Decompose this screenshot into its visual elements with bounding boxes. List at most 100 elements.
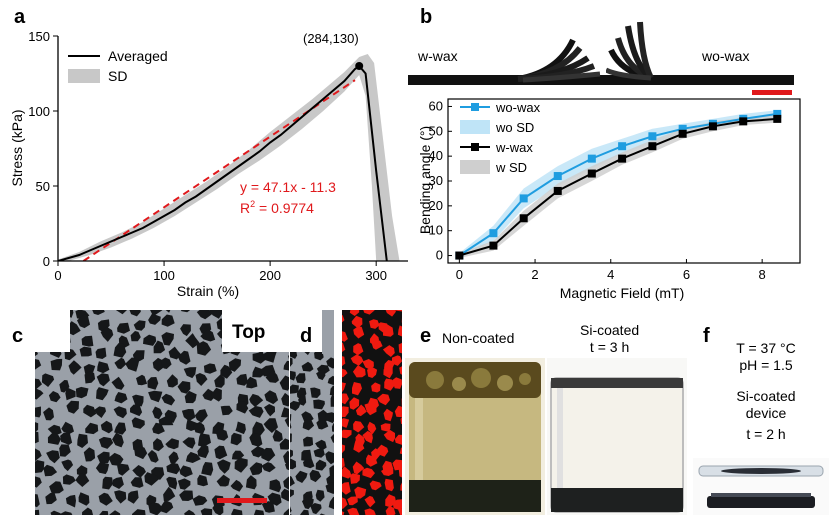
pore	[45, 492, 57, 505]
pore	[398, 465, 402, 478]
pore	[394, 434, 402, 445]
pore	[383, 408, 393, 422]
legend-wo-sd-label: wo SD	[495, 120, 534, 135]
pore	[288, 355, 289, 360]
pore	[328, 496, 334, 510]
pore	[62, 474, 76, 485]
pore	[168, 451, 179, 464]
pore	[102, 476, 114, 490]
pore	[316, 420, 329, 430]
pore	[92, 310, 105, 315]
pore	[203, 363, 217, 374]
x-axis-label-a: Strain (%)	[177, 283, 239, 299]
x-tick-label-b: 8	[759, 267, 766, 282]
pore	[371, 339, 383, 350]
pore	[252, 350, 266, 364]
pore	[393, 310, 402, 312]
pore	[353, 326, 365, 339]
pore	[209, 310, 224, 319]
pore	[352, 365, 366, 378]
legend-w-sd-swatch	[460, 160, 490, 174]
data-point-wo-wax	[648, 132, 657, 141]
y-axis-label-b: Bending angle (°)	[417, 126, 433, 234]
pore	[263, 418, 278, 433]
pore	[125, 357, 140, 372]
data-point-wo-wax	[618, 142, 627, 151]
pore	[75, 386, 89, 399]
pore	[117, 322, 130, 334]
r-squared-value: = 0.9774	[255, 200, 314, 216]
device-label-2: device	[745, 405, 787, 421]
pore	[112, 432, 124, 448]
pore	[231, 508, 243, 515]
pore	[134, 445, 148, 460]
pore	[147, 450, 159, 463]
pore	[304, 352, 310, 356]
pore	[158, 416, 174, 426]
pore	[249, 462, 262, 476]
pore	[161, 393, 176, 406]
foam-micrograph-slice	[290, 352, 334, 515]
pore	[179, 465, 193, 478]
pore	[177, 350, 191, 365]
pore	[75, 473, 90, 487]
pore	[298, 393, 307, 406]
pore	[399, 366, 402, 375]
pore	[113, 343, 127, 358]
pore	[260, 447, 276, 462]
panel-label-f: f	[703, 325, 710, 347]
pore	[148, 502, 164, 515]
pore	[290, 400, 301, 411]
pore	[284, 416, 289, 427]
pore	[35, 388, 44, 400]
pore	[132, 465, 146, 478]
pore	[77, 433, 88, 448]
pore	[48, 391, 61, 403]
pore	[394, 405, 402, 418]
pore	[309, 469, 322, 483]
pore	[114, 392, 128, 404]
pore	[95, 347, 107, 359]
pore	[329, 465, 334, 478]
pore	[290, 449, 293, 458]
pore	[302, 419, 315, 431]
data-point-w-wax	[678, 129, 687, 138]
pore	[369, 319, 380, 329]
pore	[326, 357, 334, 369]
pore	[153, 438, 164, 452]
pore	[166, 374, 178, 388]
pore	[349, 310, 360, 316]
pore	[192, 421, 206, 435]
y-tick-label-b: 0	[436, 248, 443, 263]
panel-label-d: d	[300, 325, 313, 347]
pore	[353, 440, 365, 453]
pore	[281, 488, 289, 502]
condition-text: T = 37 °C pH = 1.5 Si-coated device t = …	[716, 340, 816, 443]
pore	[202, 388, 214, 401]
data-point-w-wax	[739, 117, 748, 126]
pore	[236, 373, 248, 386]
pore	[310, 503, 322, 515]
pore	[127, 490, 139, 504]
time-label: t = 2 h	[746, 426, 786, 442]
data-point-wo-wax	[587, 154, 596, 163]
pore	[165, 310, 171, 313]
pore	[166, 476, 178, 490]
panel-label-a: a	[14, 6, 26, 28]
pore	[147, 377, 159, 390]
pore	[60, 432, 73, 445]
pore	[166, 462, 181, 475]
pore	[342, 356, 346, 367]
pore	[214, 445, 228, 460]
pore	[380, 423, 391, 432]
pore	[46, 450, 60, 464]
pore	[114, 490, 127, 504]
pore	[283, 508, 289, 515]
x-tick-label-a: 300	[365, 268, 387, 283]
pore	[35, 378, 42, 390]
pore	[315, 439, 327, 451]
pore	[261, 462, 276, 473]
data-point-w-wax	[587, 169, 596, 178]
pore	[198, 433, 211, 447]
pore	[290, 458, 297, 470]
